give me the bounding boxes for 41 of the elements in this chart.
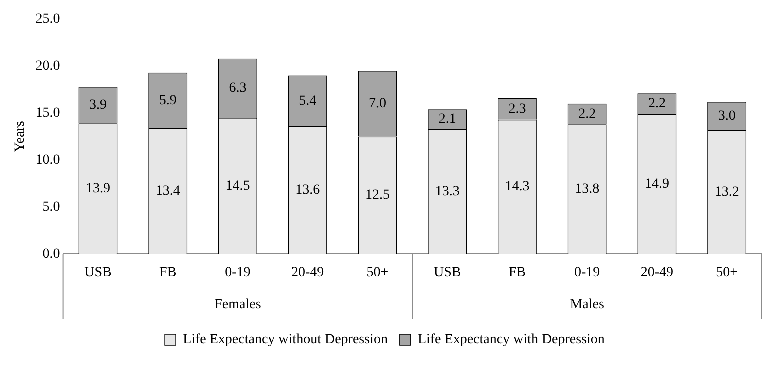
data-label: 2.2 [578, 106, 596, 122]
y-tick-label: 0.0 [42, 246, 60, 262]
x-tick-label: USB [84, 265, 112, 280]
y-tick-label: 5.0 [42, 200, 60, 215]
data-label: 5.4 [299, 94, 317, 109]
legend-label: Life Expectancy with Depression [418, 332, 605, 348]
data-label: 13.8 [575, 182, 600, 198]
data-label: 14.5 [226, 178, 250, 194]
data-label: 2.3 [508, 102, 526, 117]
data-label: 6.3 [229, 81, 247, 96]
x-tick-label: FB [160, 265, 177, 280]
x-tick-label: 50+ [716, 265, 738, 280]
data-label: 3.9 [89, 98, 107, 114]
data-label: 13.2 [714, 184, 740, 200]
data-label: 7.0 [368, 96, 386, 112]
text: Females [214, 298, 262, 313]
y-tick-label: 20.0 [36, 59, 60, 74]
data-label: 13.6 [296, 183, 320, 198]
data-label: 13.3 [435, 184, 460, 200]
data-label: 2.1 [438, 112, 456, 128]
data-label: 12.5 [365, 188, 390, 204]
text: Males [570, 298, 604, 313]
y-tick-label: 15.0 [36, 106, 60, 121]
x-tick-label: 0-19 [574, 265, 600, 280]
legend-label: Life Expectancy without Depression [183, 332, 388, 348]
data-label: 13.9 [86, 182, 110, 197]
y-axis-title: Years [13, 121, 28, 152]
x-tick-label: 20-49 [292, 265, 324, 280]
data-label: 13.4 [156, 184, 180, 199]
data-label: 5.9 [159, 93, 177, 108]
x-tick-label: USB [434, 265, 462, 280]
data-label: 3.0 [718, 108, 736, 124]
data-label: 2.2 [648, 96, 666, 112]
data-label: 14.3 [505, 180, 530, 195]
x-tick-label: FB [508, 265, 526, 280]
x-tick-label: 0-19 [225, 265, 251, 280]
x-tick-label: 50+ [366, 265, 389, 280]
data-label: 14.9 [644, 176, 670, 192]
y-tick-label: 10.0 [36, 152, 60, 168]
x-tick-label: 20-49 [640, 265, 674, 280]
y-tick-label: 25.0 [36, 12, 60, 28]
